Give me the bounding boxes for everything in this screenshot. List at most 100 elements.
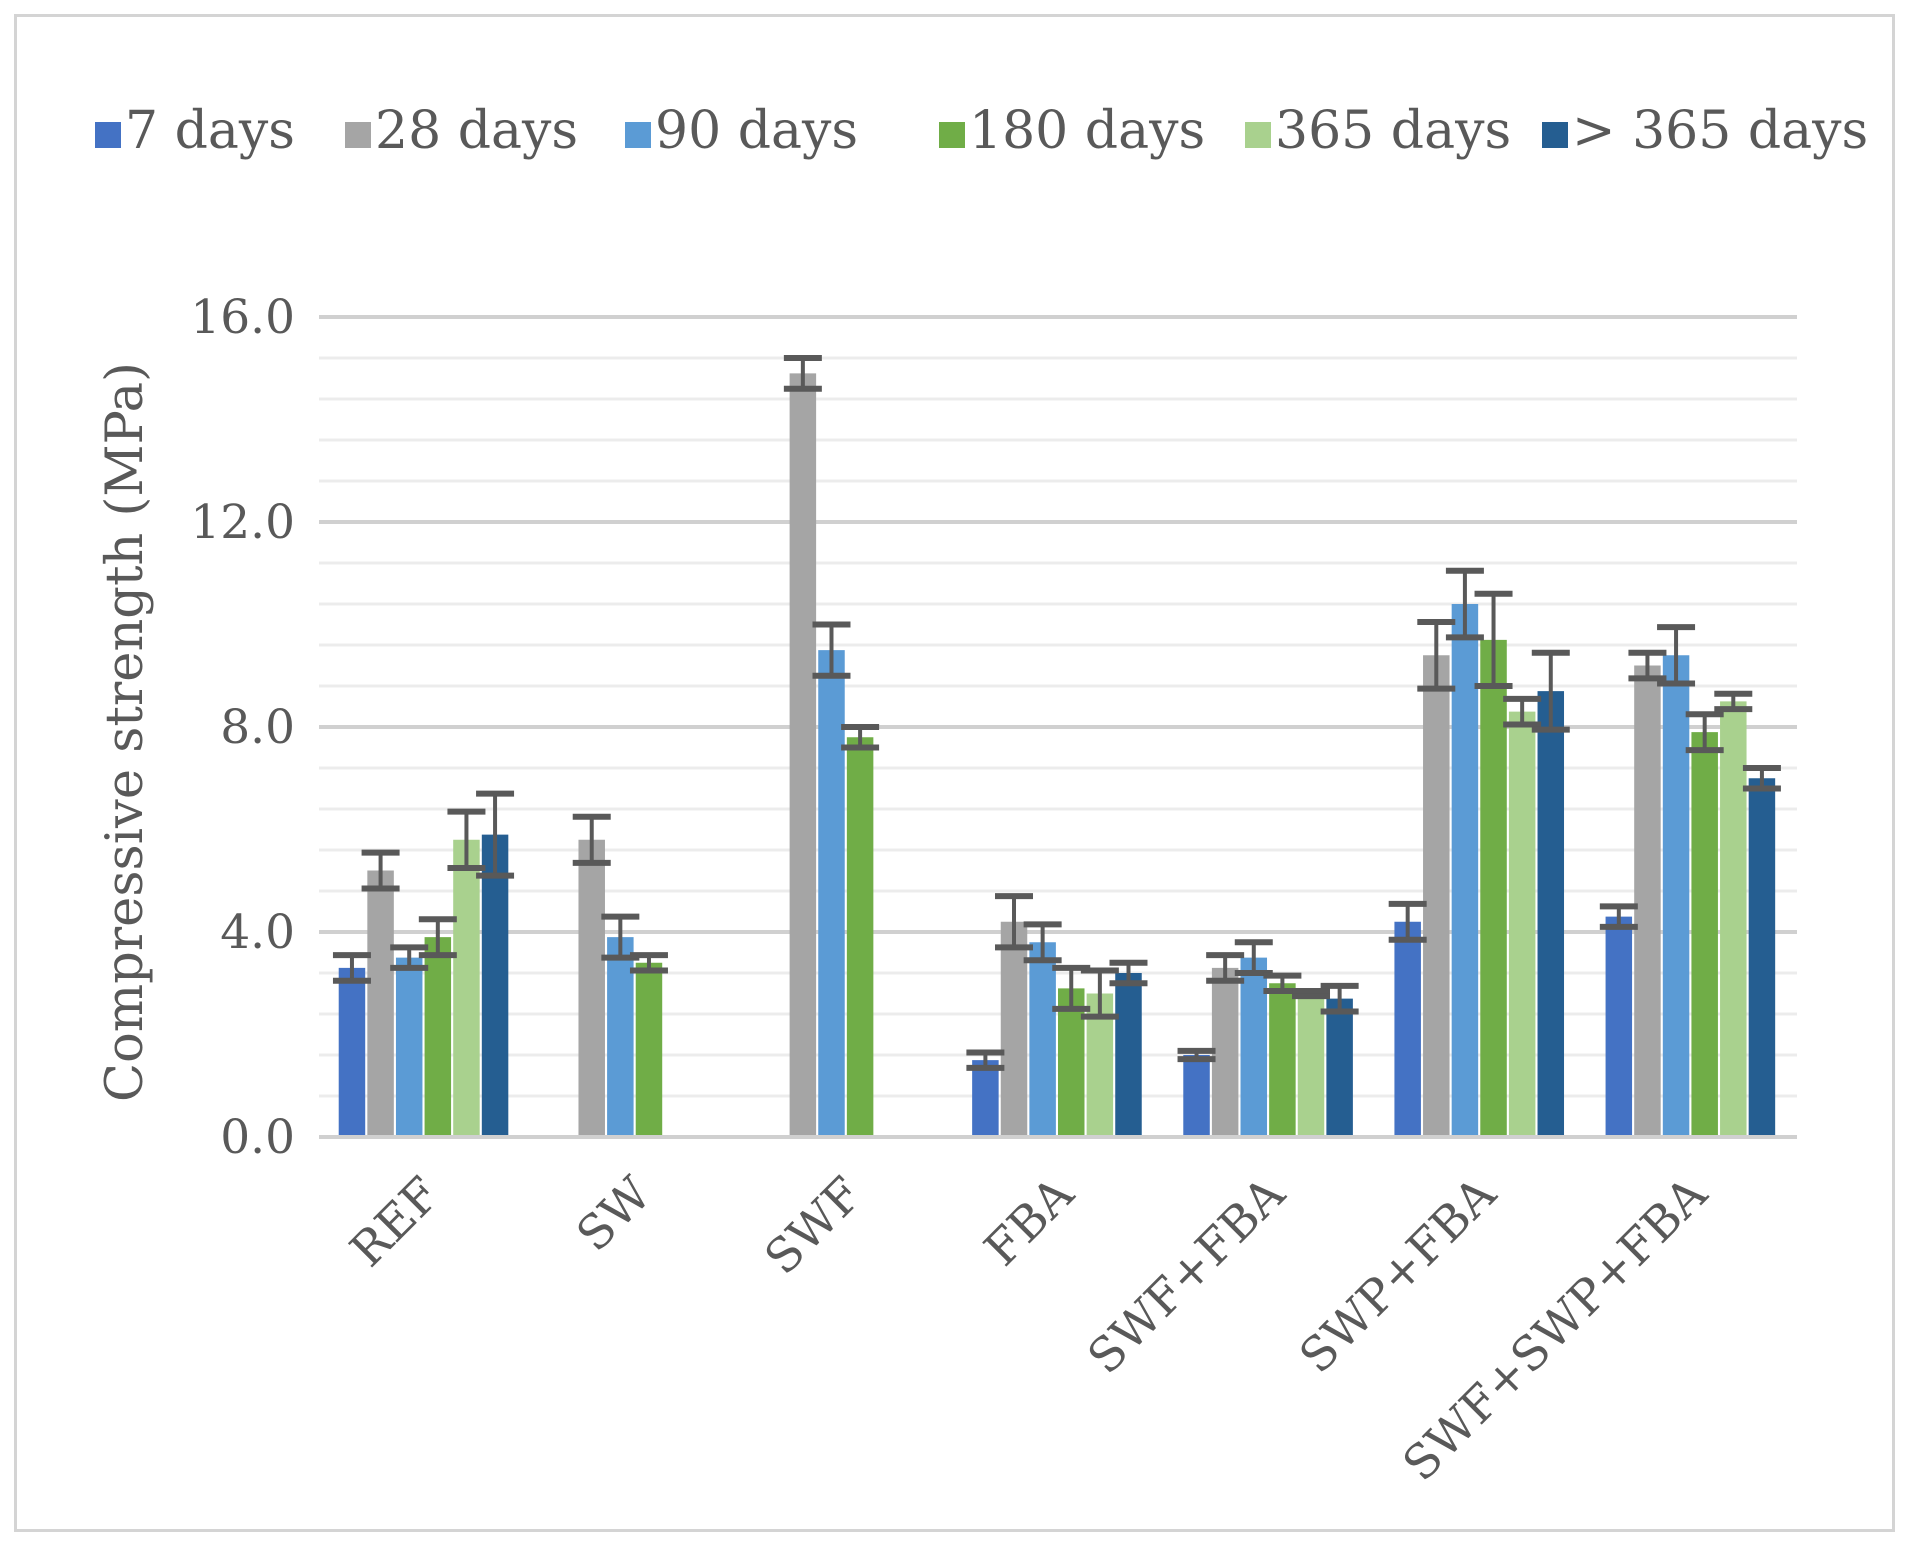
error-bar-swf-plus-fba-7-days — [1177, 1047, 1216, 1063]
legend-label: > 365 days — [1572, 101, 1868, 161]
bar-swf-plus-fba-28-days — [1211, 967, 1239, 1137]
error-bar-swf-plus-fba-gt-365-days — [1320, 982, 1359, 1015]
bar-sw-90-days — [607, 937, 634, 1137]
bar-swf-plus-fba-180-days — [1269, 983, 1296, 1137]
error-bar-swf-180-days — [841, 724, 880, 751]
bar-swf-plus-fba-7-days — [1183, 1055, 1210, 1137]
category-label-swp-plus-fba: SWP+FBA — [1289, 1166, 1507, 1384]
bar-ref-28-days — [367, 870, 394, 1137]
category-label-fba: FBA — [974, 1166, 1085, 1277]
legend-swatch — [1245, 122, 1271, 148]
y-tick-label: 8.0 — [220, 700, 295, 755]
error-bar-sw-28-days — [572, 813, 611, 866]
legend-item-gt-365-days: > 365 days — [1542, 101, 1868, 161]
legend-swatch — [1542, 122, 1568, 148]
bar-swf-28-days — [789, 373, 817, 1137]
bar-swp-plus-fba-180-days — [1480, 639, 1507, 1137]
bar-ref-90-days — [395, 957, 423, 1137]
error-bar-swf-90-days — [812, 621, 851, 679]
bar-swf-plus-swp-plus-fba-gt-365-days — [1748, 778, 1776, 1137]
bar-swp-plus-fba-28-days — [1423, 655, 1450, 1137]
error-bar-swf-plus-swp-plus-fba-180-days — [1685, 711, 1724, 754]
error-bar-swp-plus-fba-gt-365-days — [1531, 649, 1570, 733]
error-bar-swf-plus-fba-28-days — [1206, 952, 1245, 984]
bar-swf-plus-swp-plus-fba-28-days — [1634, 665, 1661, 1137]
error-bar-sw-180-days — [629, 952, 668, 974]
error-bar-swf-plus-swp-plus-fba-7-days — [1599, 903, 1638, 930]
category-label-sw: SW — [566, 1166, 662, 1262]
error-bar-swf-plus-fba-365-days — [1292, 987, 1331, 1000]
bar-chart: 7 days 28 days 90 days 180 days 365 days > 36… — [95, 101, 1868, 1492]
error-bar-fba-7-days — [966, 1049, 1005, 1071]
error-bar-swf-28-days — [783, 355, 822, 392]
category-label-swf: SWF — [754, 1167, 873, 1286]
bar-fba-28-days — [1000, 921, 1028, 1137]
legend-label: 28 days — [375, 101, 578, 161]
legend: 7 days 28 days 90 days 180 days 365 days > 36… — [95, 101, 1868, 161]
legend-swatch — [625, 122, 651, 148]
legend-label: 365 days — [1275, 101, 1511, 161]
bar-ref-7-days — [338, 967, 366, 1137]
bar-swf-plus-fba-90-days — [1240, 957, 1268, 1137]
legend-item-28-days: 28 days — [345, 101, 578, 161]
bar-swp-plus-fba-90-days — [1451, 604, 1479, 1137]
bar-swf-plus-swp-plus-fba-7-days — [1605, 916, 1633, 1137]
bar-swf-plus-fba-365-days — [1297, 993, 1325, 1137]
legend-label: 7 days — [125, 101, 295, 161]
bar-ref-180-days — [424, 937, 452, 1137]
bar-swf-90-days — [818, 650, 845, 1137]
error-bar-ref-365-days — [447, 808, 486, 871]
bar-swf-plus-swp-plus-fba-365-days — [1720, 701, 1747, 1137]
y-tick-label: 4.0 — [220, 905, 295, 960]
category-label-swf-plus-fba: SWF+FBA — [1077, 1166, 1296, 1385]
bar-fba-7-days — [972, 1060, 999, 1137]
y-tick-label: 12.0 — [190, 495, 295, 550]
legend-label: 90 days — [655, 101, 858, 161]
bar-swp-plus-fba-365-days — [1508, 711, 1536, 1137]
error-bar-swf-plus-swp-plus-fba-gt-365-days — [1742, 765, 1781, 792]
legend-swatch — [95, 122, 121, 148]
category-label-ref: REF — [340, 1167, 451, 1278]
error-bar-fba-90-days — [1023, 921, 1062, 964]
error-bar-sw-90-days — [601, 913, 640, 961]
bar-sw-28-days — [578, 839, 605, 1137]
error-bar-swp-plus-fba-28-days — [1417, 618, 1456, 692]
bar-swp-plus-fba-7-days — [1394, 921, 1421, 1137]
bar-ref-gt-365-days — [481, 834, 509, 1137]
legend-label: 180 days — [969, 101, 1205, 161]
y-tick-label: 16.0 — [190, 290, 295, 345]
error-bar-swp-plus-fba-90-days — [1445, 567, 1484, 641]
error-bar-fba-28-days — [995, 893, 1034, 951]
y-axis-title: Compressive strength (MPa) — [96, 362, 155, 1102]
bar-swp-plus-fba-gt-365-days — [1537, 691, 1565, 1137]
error-bars — [332, 355, 1781, 1071]
legend-item-90-days: 90 days — [625, 101, 858, 161]
bar-sw-180-days — [635, 962, 663, 1137]
bar-fba-90-days — [1029, 942, 1056, 1137]
error-bar-fba-365-days — [1080, 967, 1119, 1020]
gridlines — [319, 315, 1797, 1098]
chart-frame: 7 days 28 days 90 days 180 days 365 days > 36… — [14, 14, 1895, 1532]
legend-item-365-days: 365 days — [1245, 101, 1511, 161]
error-bar-swf-plus-swp-plus-fba-90-days — [1657, 624, 1696, 687]
legend-swatch — [939, 122, 965, 148]
error-bar-swf-plus-swp-plus-fba-365-days — [1714, 690, 1753, 713]
error-bar-swp-plus-fba-365-days — [1503, 695, 1542, 728]
error-bar-swp-plus-fba-7-days — [1388, 900, 1427, 943]
legend-item-180-days: 180 days — [939, 101, 1205, 161]
bar-swf-plus-fba-gt-365-days — [1326, 998, 1353, 1137]
error-bar-fba-gt-365-days — [1109, 959, 1148, 987]
bar-swf-180-days — [846, 737, 874, 1137]
legend-item-7-days: 7 days — [95, 101, 295, 161]
error-bar-ref-28-days — [361, 849, 400, 892]
bar-ref-365-days — [453, 839, 480, 1137]
error-bar-ref-gt-365-days — [476, 790, 515, 879]
error-bar-ref-7-days — [332, 952, 371, 984]
y-tick-label: 0.0 — [220, 1110, 295, 1165]
error-bar-swp-plus-fba-180-days — [1474, 590, 1513, 689]
bar-fba-gt-365-days — [1115, 973, 1142, 1137]
legend-swatch — [345, 122, 371, 148]
error-bar-ref-90-days — [390, 944, 429, 971]
error-bar-ref-180-days — [418, 916, 457, 959]
